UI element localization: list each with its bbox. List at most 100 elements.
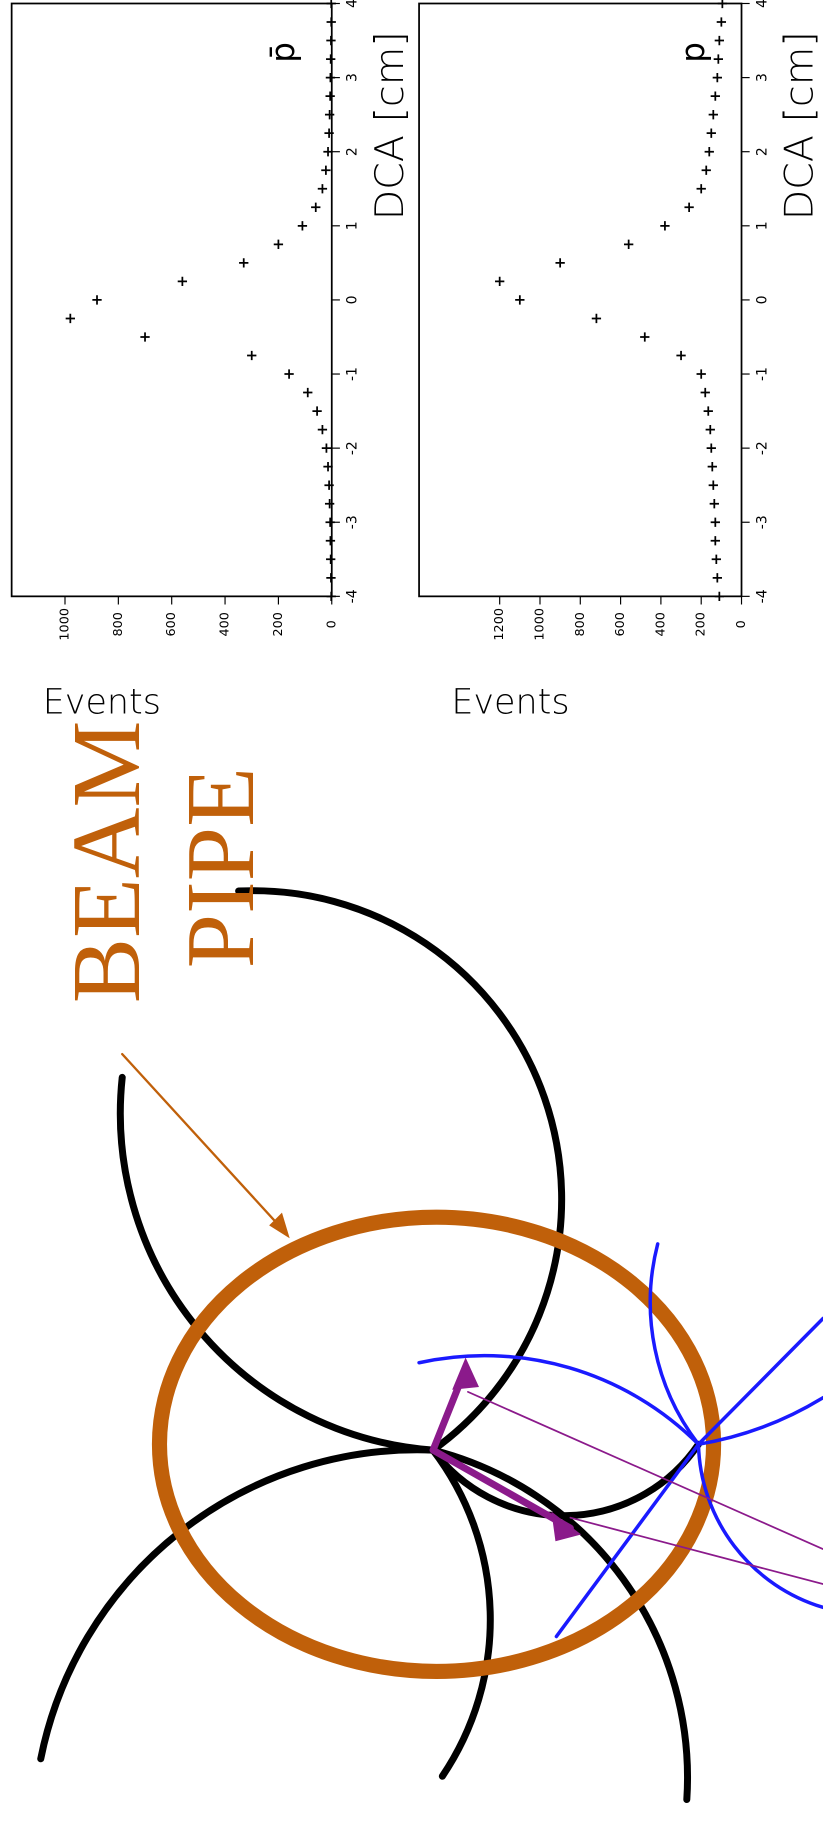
x-tick-label: -1 (345, 367, 361, 381)
data-point (515, 295, 524, 304)
track (698, 1318, 823, 1444)
data-point (707, 443, 716, 452)
data-point (326, 518, 335, 527)
figure: BEAM PIPE -4-3-2-10123402004006008001000… (0, 0, 823, 1824)
series-label: p̄ (264, 42, 302, 63)
data-point (705, 147, 714, 156)
data-point (697, 369, 706, 378)
data-point (298, 221, 307, 230)
diagram-label: PIPE (167, 767, 275, 968)
data-point (495, 277, 504, 286)
data-point (697, 184, 706, 193)
x-tick-label: 3 (754, 73, 770, 82)
data-point (710, 499, 719, 508)
y-tick-label: 600 (164, 612, 179, 636)
data-point (274, 240, 283, 249)
data-point (712, 555, 721, 564)
data-point (247, 351, 256, 360)
data-point (717, 17, 726, 26)
track (433, 1444, 698, 1515)
data-point (318, 425, 327, 434)
data-point (327, 0, 336, 8)
data-point (326, 54, 335, 63)
pointer (122, 1054, 285, 1232)
y-tick-label: 200 (271, 612, 286, 636)
data-point (713, 573, 722, 582)
x-tick-label: -4 (345, 589, 361, 603)
x-tick-label: -4 (754, 589, 770, 603)
data-point (701, 388, 710, 397)
data-point (711, 91, 720, 100)
data-point (321, 166, 330, 175)
data-point (325, 110, 334, 119)
data-point (709, 110, 718, 119)
data-point (704, 406, 713, 415)
x-tick-label: -1 (754, 367, 770, 381)
y-tick-label: 800 (111, 612, 126, 636)
data-point (322, 443, 331, 452)
x-tick-label: -3 (754, 515, 770, 529)
y-axis-label: Events (451, 683, 569, 723)
track (433, 1450, 490, 1776)
data-point (326, 91, 335, 100)
data-point (327, 592, 336, 601)
y-tick-label: 400 (218, 612, 233, 636)
data-point (284, 369, 293, 378)
data-point (709, 481, 718, 490)
data-point (326, 555, 335, 564)
x-tick-label: 2 (345, 147, 361, 156)
plot-frame (12, 3, 332, 596)
x-tick-label: 1 (754, 221, 770, 230)
data-point (684, 203, 693, 212)
data-point (718, 0, 727, 8)
data-point (66, 314, 75, 323)
data-point (702, 166, 711, 175)
x-tick-label: 1 (345, 221, 361, 230)
data-point (555, 258, 564, 267)
data-point (706, 425, 715, 434)
data-point (711, 536, 720, 545)
y-tick-label: 200 (694, 612, 709, 636)
data-point (318, 184, 327, 193)
diagram (41, 891, 823, 1800)
data-point (592, 314, 601, 323)
x-tick-label: -2 (754, 441, 770, 455)
data-point (707, 129, 716, 138)
data-point (714, 54, 723, 63)
data-point (715, 36, 724, 45)
diagram-label: BEAM (53, 721, 161, 1004)
data-point (715, 592, 724, 601)
data-point (92, 295, 101, 304)
data-point (624, 240, 633, 249)
x-tick-label: 2 (754, 147, 770, 156)
x-tick-label: 0 (754, 295, 770, 304)
x-tick-label: 4 (345, 0, 361, 8)
data-point (326, 73, 335, 82)
data-point (325, 499, 334, 508)
data-point (708, 462, 717, 471)
x-axis-label: DCA [cm] (367, 31, 413, 220)
plot-frame (419, 3, 741, 596)
y-tick-label: 1000 (532, 608, 547, 641)
data-point (239, 258, 248, 267)
data-point (303, 388, 312, 397)
y-tick-label: 0 (734, 620, 749, 628)
data-point (311, 203, 320, 212)
y-axis-label: Events (43, 683, 161, 723)
data-point (676, 351, 685, 360)
y-tick-label: 0 (324, 620, 339, 628)
data-point (327, 17, 336, 26)
y-tick-label: 1000 (57, 608, 72, 641)
data-point (312, 406, 321, 415)
data-point (326, 536, 335, 545)
data-point (713, 73, 722, 82)
data-point (178, 277, 187, 286)
data-point (140, 332, 149, 341)
y-tick-label: 800 (573, 612, 588, 636)
y-tick-label: 400 (653, 612, 668, 636)
data-point (660, 221, 669, 230)
x-tick-label: -3 (345, 515, 361, 529)
data-point (326, 573, 335, 582)
x-tick-label: -2 (345, 441, 361, 455)
x-tick-label: 0 (345, 295, 361, 304)
